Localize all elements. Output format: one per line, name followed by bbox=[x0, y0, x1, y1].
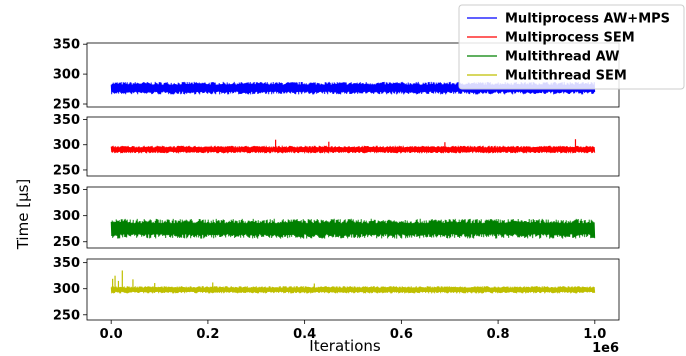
y-tick-label: 350 bbox=[53, 183, 80, 198]
x-tick-label: 0.2 bbox=[196, 327, 219, 342]
y-tick-label: 350 bbox=[53, 38, 80, 53]
x-tick-label: 0.4 bbox=[293, 327, 316, 342]
y-tick-label: 250 bbox=[53, 235, 80, 250]
subplot-2: 250 300 350 bbox=[53, 113, 620, 178]
y-tick-label: 350 bbox=[53, 113, 80, 128]
plot-frame bbox=[86, 116, 620, 177]
y-axis-title: Time [μs] bbox=[14, 179, 32, 251]
x-tick-label: 0.6 bbox=[390, 327, 413, 342]
subplot-3: 250 300 350 bbox=[53, 183, 620, 250]
series-line-2 bbox=[110, 145, 596, 154]
legend-label: Multithread AW bbox=[505, 50, 619, 65]
legend: Multiprocess AW+MPS Multiprocess SEM Multi… bbox=[458, 4, 685, 90]
y-tick-label: 250 bbox=[53, 98, 80, 113]
y-tick-label: 300 bbox=[53, 68, 80, 83]
x-tick-label: 0.0 bbox=[100, 327, 123, 342]
subplot-4: 250 300 350 bbox=[53, 256, 620, 323]
series-line-3 bbox=[110, 218, 596, 239]
x-tick-label: 0.8 bbox=[487, 327, 510, 342]
x-axis: 0.0 0.2 0.4 0.6 0.8 1.0 bbox=[100, 320, 606, 342]
legend-frame bbox=[458, 4, 685, 90]
y-tick-label: 300 bbox=[53, 138, 80, 153]
y-tick-label: 250 bbox=[53, 163, 80, 178]
x-axis-title: Iterations bbox=[309, 337, 381, 355]
legend-label: Multithread SEM bbox=[505, 69, 627, 84]
y-tick-label: 300 bbox=[53, 209, 80, 224]
plot-frame bbox=[86, 186, 620, 249]
series-line-4 bbox=[110, 286, 596, 294]
legend-label: Multiprocess AW+MPS bbox=[505, 12, 670, 27]
y-tick-label: 250 bbox=[53, 308, 80, 323]
legend-label: Multiprocess SEM bbox=[505, 31, 635, 46]
y-tick-label: 350 bbox=[53, 256, 80, 271]
x-tick-label: 1.0 bbox=[583, 327, 606, 342]
y-tick-label: 300 bbox=[53, 282, 80, 297]
x-axis-offset-label: 1e6 bbox=[592, 341, 619, 356]
